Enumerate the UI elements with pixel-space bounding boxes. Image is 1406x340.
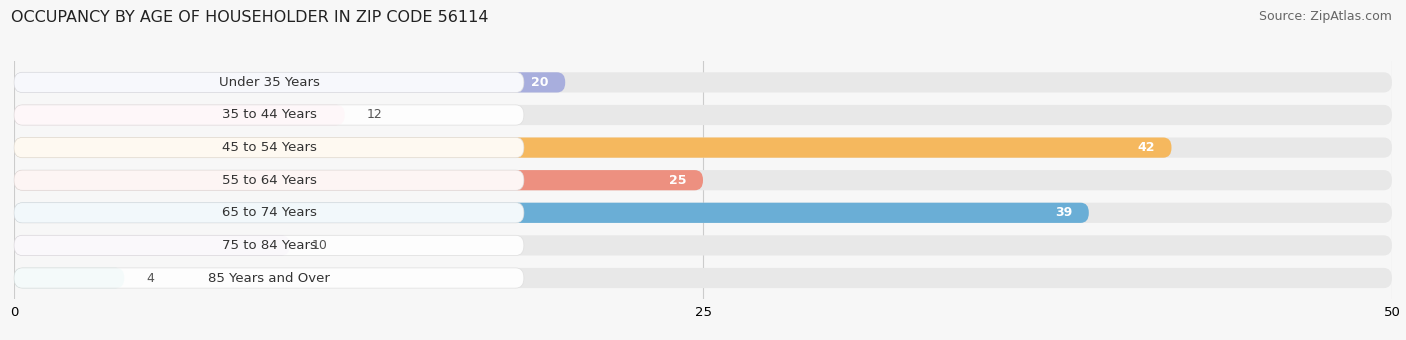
FancyBboxPatch shape	[14, 203, 1088, 223]
Text: 35 to 44 Years: 35 to 44 Years	[222, 108, 316, 121]
FancyBboxPatch shape	[14, 105, 524, 125]
Text: Under 35 Years: Under 35 Years	[218, 76, 319, 89]
FancyBboxPatch shape	[14, 105, 344, 125]
Text: 4: 4	[146, 272, 155, 285]
FancyBboxPatch shape	[14, 72, 524, 92]
FancyBboxPatch shape	[14, 137, 524, 158]
Text: OCCUPANCY BY AGE OF HOUSEHOLDER IN ZIP CODE 56114: OCCUPANCY BY AGE OF HOUSEHOLDER IN ZIP C…	[11, 10, 489, 25]
Text: 65 to 74 Years: 65 to 74 Years	[222, 206, 316, 219]
Text: 55 to 64 Years: 55 to 64 Years	[222, 174, 316, 187]
FancyBboxPatch shape	[14, 72, 565, 92]
FancyBboxPatch shape	[14, 170, 703, 190]
FancyBboxPatch shape	[14, 105, 1392, 125]
FancyBboxPatch shape	[14, 203, 1392, 223]
Text: Source: ZipAtlas.com: Source: ZipAtlas.com	[1258, 10, 1392, 23]
Text: 39: 39	[1054, 206, 1073, 219]
FancyBboxPatch shape	[14, 72, 1392, 92]
FancyBboxPatch shape	[14, 170, 524, 190]
FancyBboxPatch shape	[14, 268, 524, 288]
Text: 20: 20	[531, 76, 548, 89]
Text: 85 Years and Over: 85 Years and Over	[208, 272, 330, 285]
Text: 42: 42	[1137, 141, 1154, 154]
Text: 12: 12	[367, 108, 382, 121]
FancyBboxPatch shape	[14, 137, 1171, 158]
FancyBboxPatch shape	[14, 268, 124, 288]
FancyBboxPatch shape	[14, 235, 524, 256]
FancyBboxPatch shape	[14, 268, 1392, 288]
Text: 25: 25	[669, 174, 686, 187]
FancyBboxPatch shape	[14, 170, 1392, 190]
FancyBboxPatch shape	[14, 235, 290, 256]
Text: 10: 10	[312, 239, 328, 252]
Text: 45 to 54 Years: 45 to 54 Years	[222, 141, 316, 154]
Text: 75 to 84 Years: 75 to 84 Years	[222, 239, 316, 252]
FancyBboxPatch shape	[14, 235, 1392, 256]
FancyBboxPatch shape	[14, 203, 524, 223]
FancyBboxPatch shape	[14, 137, 1392, 158]
